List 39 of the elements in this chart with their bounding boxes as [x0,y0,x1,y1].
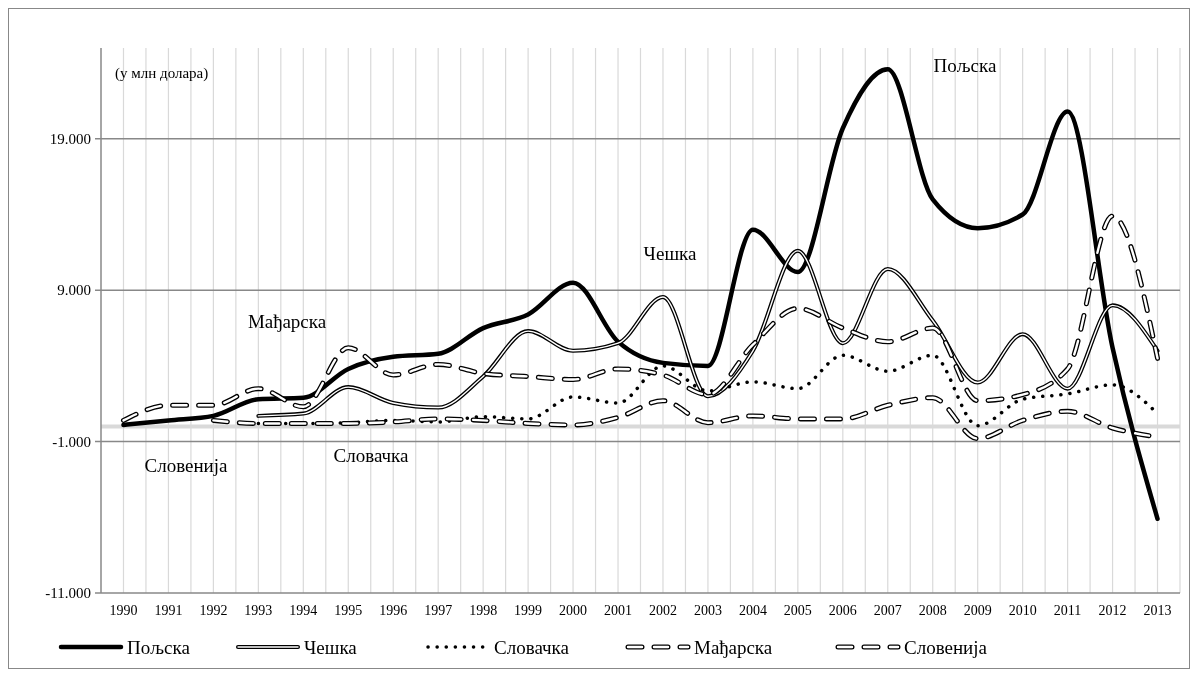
x-tick-label: 2009 [963,603,992,618]
annotation: Пољска [933,54,997,76]
x-tick-label: 1992 [199,603,228,618]
legend-label: Мађарска [694,636,773,658]
x-tick-label: 2010 [1008,603,1037,618]
y-axis-title: (у млн долара) [115,65,209,82]
annotation: Словенија [144,454,229,476]
legend-label: Словачка [494,636,570,658]
x-tick-label: 2007 [873,603,902,618]
x-tick-label: 1997 [424,603,453,618]
x-tick-label: 2011 [1053,603,1082,618]
legend-label: Пољска [127,636,191,658]
legend-label: Словенија [904,636,988,658]
x-tick-label: 1999 [514,603,543,618]
y-tick-label: -1.000 [52,433,91,450]
legend-label: Чешка [304,636,358,658]
x-tick-label: 2000 [559,603,588,618]
x-tick-label: 1996 [379,603,408,618]
y-tick-label: 19.000 [49,131,91,148]
x-tick-label: 2013 [1143,603,1172,618]
x-tick-label: 2001 [604,603,633,618]
x-tick-label: 1995 [334,603,363,618]
x-tick-label: 2004 [738,603,767,618]
x-tick-label: 1993 [244,603,273,618]
x-tick-label: 1991 [154,603,183,618]
annotation: Чешка [643,242,697,264]
x-tick-label: 2008 [918,603,947,618]
annotation: Мађарска [247,310,327,332]
y-tick-label: -11.000 [45,585,91,602]
x-tick-label: 2012 [1098,603,1127,618]
x-tick-label: 2003 [693,603,722,618]
x-tick-label: 2006 [828,603,857,618]
y-tick-label: 9.000 [57,282,91,299]
x-tick-label: 1998 [469,603,498,618]
x-tick-label: 1990 [109,603,138,618]
x-tick-label: 1994 [289,603,318,618]
x-tick-label: 2005 [783,603,812,618]
annotation: Словачка [333,444,410,466]
x-tick-label: 2002 [648,603,677,618]
